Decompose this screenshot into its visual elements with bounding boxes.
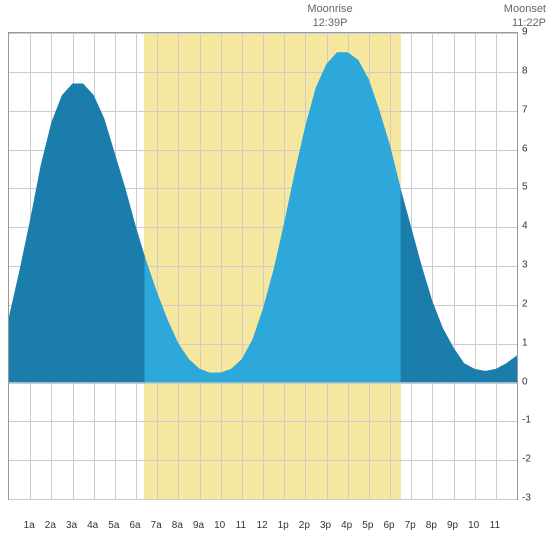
x-tick-label: 5a	[108, 520, 119, 531]
x-tick-label: 8p	[426, 520, 437, 531]
x-tick-label: 4a	[87, 520, 98, 531]
x-tick-label: 2p	[299, 520, 310, 531]
x-tick-label: 11	[490, 520, 500, 531]
y-tick-label: -1	[522, 415, 531, 426]
x-tick-label: 6p	[383, 520, 394, 531]
x-tick-label: 7a	[151, 520, 162, 531]
x-tick-label: 7p	[405, 520, 416, 531]
y-tick-label: 2	[522, 298, 528, 309]
y-tick-label: 7	[522, 104, 528, 115]
x-tick-label: 10	[468, 520, 479, 531]
y-tick-label: 6	[522, 143, 528, 154]
tide-chart-container: Moonrise 12:39P Moonset 11:22P 1a 2a 3a 4a 5…	[0, 0, 550, 550]
x-tick-label: 1p	[278, 520, 289, 531]
y-tick-label: 1	[522, 337, 528, 348]
y-tick-label: 5	[522, 182, 528, 193]
moonset-time: 11:22P	[512, 17, 546, 29]
x-tick-label: 9p	[447, 520, 458, 531]
x-tick-label: 4p	[341, 520, 352, 531]
x-tick-label: 8a	[172, 520, 183, 531]
x-tick-label: 12	[256, 520, 267, 531]
x-tick-label: 11	[236, 520, 246, 531]
plot-area	[8, 32, 518, 500]
moonset-label: Moonset	[504, 3, 546, 15]
x-tick-label: 6a	[129, 520, 140, 531]
y-tick-label: -2	[522, 454, 531, 465]
x-tick-label: 10	[214, 520, 225, 531]
tide-area-front	[9, 33, 517, 499]
y-tick-label: 8	[522, 65, 528, 76]
x-tick-label: 2a	[45, 520, 56, 531]
y-tick-label: 4	[522, 221, 528, 232]
x-tick-label: 1a	[24, 520, 35, 531]
moonrise-header: Moonrise 12:39P	[300, 2, 360, 31]
y-tick-label: 0	[522, 376, 528, 387]
x-tick-label: 9a	[193, 520, 204, 531]
x-tick-label: 5p	[362, 520, 373, 531]
y-tick-label: -3	[522, 493, 531, 504]
y-tick-label: 9	[522, 27, 528, 38]
x-tick-label: 3p	[320, 520, 331, 531]
x-tick-label: 3a	[66, 520, 77, 531]
moonrise-time: 12:39P	[313, 17, 348, 29]
moonrise-label: Moonrise	[307, 3, 352, 15]
y-tick-label: 3	[522, 260, 528, 271]
moonset-header: Moonset 11:22P	[491, 2, 546, 31]
